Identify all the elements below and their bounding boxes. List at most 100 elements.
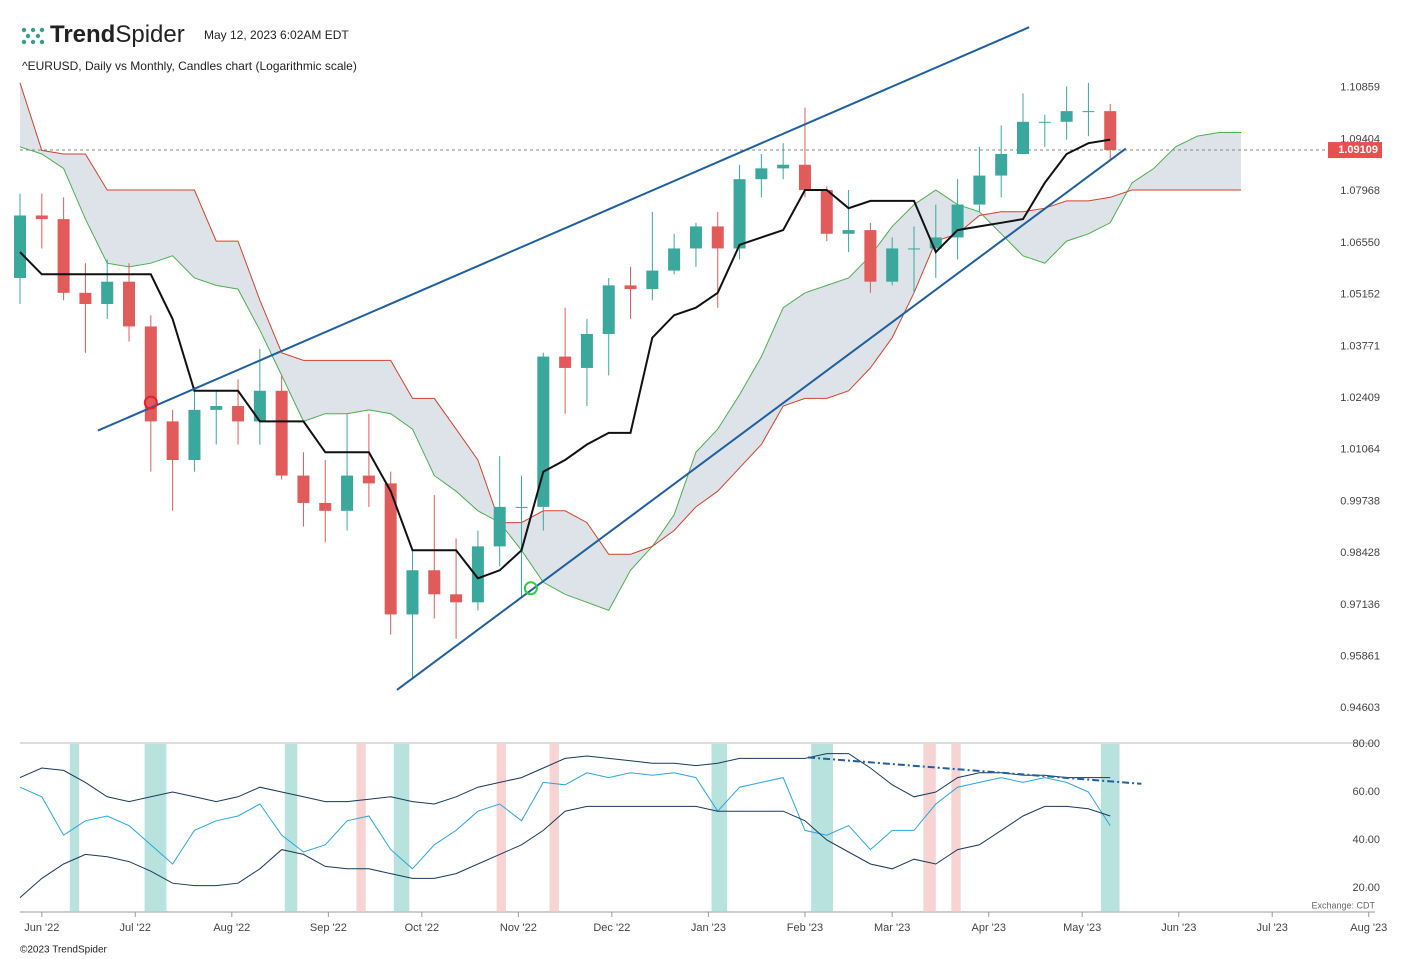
signal-band (496, 744, 506, 912)
candle-body (1060, 111, 1073, 122)
logo-bold: Trend (50, 21, 115, 48)
candle-body (123, 281, 136, 327)
candle-body (35, 215, 48, 220)
candle-body (493, 506, 506, 547)
trendline (97, 26, 1030, 432)
candle-body (668, 248, 681, 271)
candle-body (362, 475, 375, 484)
candle-body (515, 506, 528, 508)
y-tick-label: 40.00 (1352, 834, 1380, 846)
candle-body (101, 281, 114, 305)
candle-body (14, 215, 26, 278)
trendline (396, 147, 1127, 691)
candle-body (559, 356, 572, 368)
exchange: Exchange: CDT (1311, 900, 1375, 910)
candle-body (1017, 121, 1030, 154)
y-tick-label: 80.00 (1352, 738, 1380, 750)
x-tick-label: Jun '22 (24, 922, 59, 934)
candle-body (1038, 121, 1051, 123)
y-tick-label: 20.00 (1352, 882, 1380, 894)
candle-body (951, 204, 964, 238)
x-tick-label: Jul '23 (1256, 922, 1287, 934)
y-tick-label: 1.05152 (1340, 289, 1380, 301)
signal-band (1100, 744, 1120, 912)
candle-body (188, 409, 201, 461)
oscillator-line (19, 753, 1111, 805)
signal-band (923, 744, 936, 912)
cloud-span-b (19, 82, 1242, 555)
signal-marker (143, 395, 158, 410)
signal-band (951, 744, 961, 912)
signal-band (549, 744, 559, 912)
candle-body (907, 248, 920, 250)
candle-body (689, 226, 702, 249)
y-tick-label: 1.03771 (1340, 340, 1380, 352)
candle-body (471, 546, 484, 603)
cloud-fill (20, 82, 1242, 611)
candle-body (1104, 111, 1117, 151)
candle-body (864, 230, 877, 282)
copyright: ©2023 TrendSpider (20, 945, 108, 956)
y-tick-label: 0.98428 (1340, 547, 1380, 559)
y-tick-label: 1.06550 (1340, 237, 1380, 249)
candle-body (297, 475, 310, 503)
x-tick-label: Feb '23 (787, 922, 823, 934)
candle-body (886, 248, 899, 282)
x-tick-label: Jun '23 (1161, 922, 1196, 934)
candle-body (253, 390, 266, 422)
candle-body (929, 237, 942, 249)
last-price-label: 1.09109 (1338, 144, 1378, 156)
x-tick-label: Jan '23 (691, 922, 726, 934)
signal-band (356, 744, 366, 912)
candle-body (842, 230, 855, 234)
y-tick-label: 1.02409 (1340, 392, 1380, 404)
signal-band (711, 744, 728, 912)
x-tick-label: Mar '23 (874, 922, 910, 934)
x-tick-label: Apr '23 (971, 922, 1006, 934)
chart-title: ^EURUSD, Daily vs Monthly, Candles chart… (22, 59, 357, 73)
candle-body (319, 502, 332, 511)
x-tick-label: Aug '23 (1350, 922, 1387, 934)
candle-body (602, 285, 615, 334)
x-tick-label: Aug '22 (213, 922, 250, 934)
candle-body (210, 406, 223, 410)
candle-body (973, 175, 986, 205)
candle-body (166, 421, 179, 461)
candle-body (798, 164, 811, 191)
oscillator-trendline (808, 756, 1142, 785)
y-tick-label: 0.97136 (1340, 599, 1380, 611)
y-tick-label: 1.07968 (1340, 185, 1380, 197)
x-tick-label: Oct '22 (405, 922, 440, 934)
candle-body (820, 190, 833, 234)
y-tick-label: 0.99738 (1340, 495, 1380, 507)
y-tick-label: 0.94603 (1340, 702, 1380, 714)
candle-body (1082, 111, 1095, 113)
candle-body (428, 570, 441, 595)
candle-body (711, 226, 724, 249)
y-tick-label: 1.01064 (1340, 444, 1380, 456)
x-tick-label: Nov '22 (500, 922, 537, 934)
y-tick-label: 1.10859 (1340, 82, 1380, 94)
candle-body (995, 153, 1008, 176)
oscillator-line (19, 772, 1111, 870)
candle-body (341, 475, 354, 511)
x-tick-label: Jul '22 (120, 922, 151, 934)
candle-body (406, 570, 419, 615)
candle-body (384, 483, 397, 615)
x-tick-label: Sep '22 (310, 922, 347, 934)
oscillator-line (19, 805, 1111, 898)
signal-band (284, 744, 298, 912)
x-tick-label: Dec '22 (593, 922, 630, 934)
candle-body (450, 594, 463, 603)
signal-marker (523, 581, 538, 596)
candle-body (232, 406, 245, 422)
candle-body (777, 164, 790, 169)
candle-body (646, 270, 659, 290)
candle-body (79, 292, 92, 305)
candle-body (57, 219, 70, 293)
logo-light: Spider (115, 21, 184, 48)
signal-band (811, 744, 833, 912)
candle-body (733, 179, 746, 249)
signal-band (144, 744, 167, 912)
